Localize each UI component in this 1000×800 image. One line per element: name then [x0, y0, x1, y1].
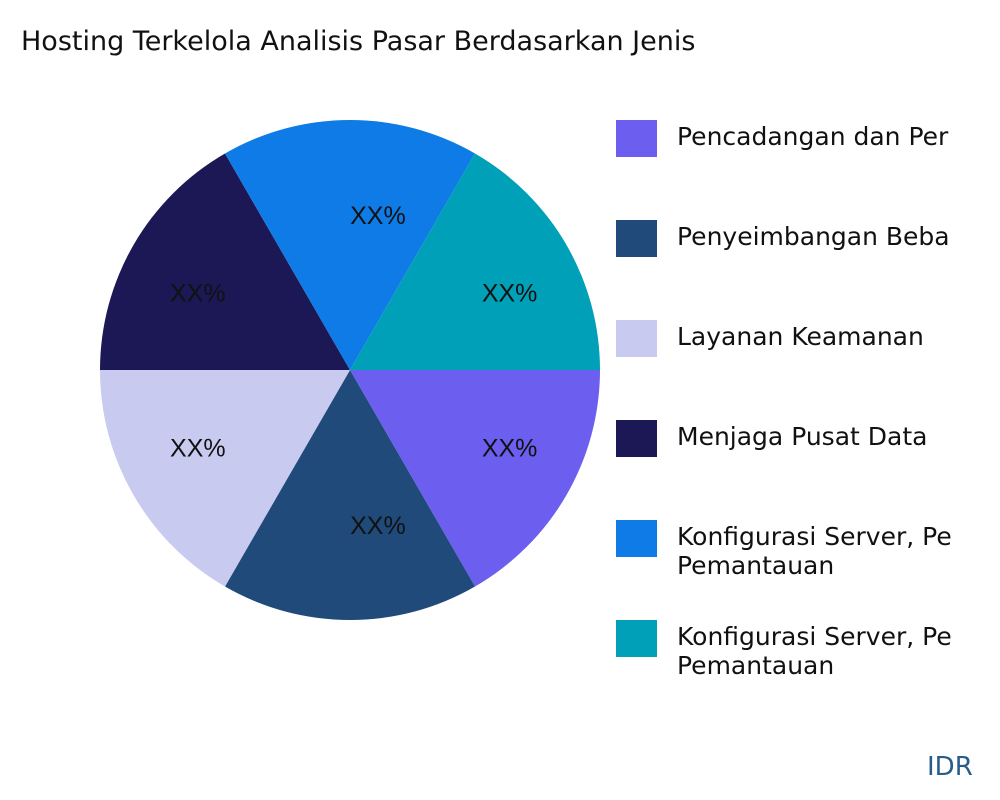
data-label: XX% — [170, 435, 226, 463]
pie-slice[interactable] — [225, 119, 475, 370]
legend-swatch — [616, 420, 657, 457]
data-label: XX% — [482, 280, 538, 308]
pie-slice[interactable] — [225, 370, 475, 620]
legend-label: Pencadangan dan Per — [677, 122, 949, 151]
pie-slice[interactable] — [350, 370, 600, 587]
pie-slice[interactable] — [100, 370, 350, 587]
legend-item[interactable]: Layanan Keamanan — [616, 320, 924, 357]
pie-slice[interactable] — [350, 153, 600, 370]
legend-swatch — [616, 220, 657, 257]
legend-swatch — [616, 520, 657, 557]
legend-item[interactable]: Menjaga Pusat Data — [616, 420, 927, 457]
legend-label: Penyeimbangan Beba — [677, 222, 950, 251]
legend-swatch — [616, 120, 657, 157]
legend-swatch — [616, 620, 657, 657]
pie-chart: XX% XX% XX% XX% XX% XX% — [100, 119, 600, 620]
data-label: XX% — [350, 202, 406, 230]
legend-swatch — [616, 320, 657, 357]
legend-item[interactable]: Konfigurasi Server, Pe Pemantauan — [616, 520, 952, 580]
legend-label: Layanan Keamanan — [677, 322, 924, 351]
data-label: XX% — [350, 512, 406, 540]
legend-item[interactable]: Konfigurasi Server, Pe Pemantauan — [616, 620, 952, 680]
legend-item[interactable]: Pencadangan dan Per — [616, 120, 948, 157]
legend-item[interactable]: Penyeimbangan Beba — [616, 220, 950, 257]
brand-logo-text: IDR — [927, 752, 973, 782]
legend-label: Konfigurasi Server, Pe Pemantauan — [677, 622, 952, 680]
pie-slice[interactable] — [100, 153, 350, 370]
legend-label: Konfigurasi Server, Pe Pemantauan — [677, 522, 952, 580]
chart-title: Hosting Terkelola Analisis Pasar Berdasa… — [21, 26, 696, 57]
legend: Pencadangan dan Per Penyeimbangan Beba Lay… — [616, 0, 1000, 800]
data-label: XX% — [482, 435, 538, 463]
legend-label: Menjaga Pusat Data — [677, 422, 928, 451]
data-label: XX% — [170, 280, 226, 308]
